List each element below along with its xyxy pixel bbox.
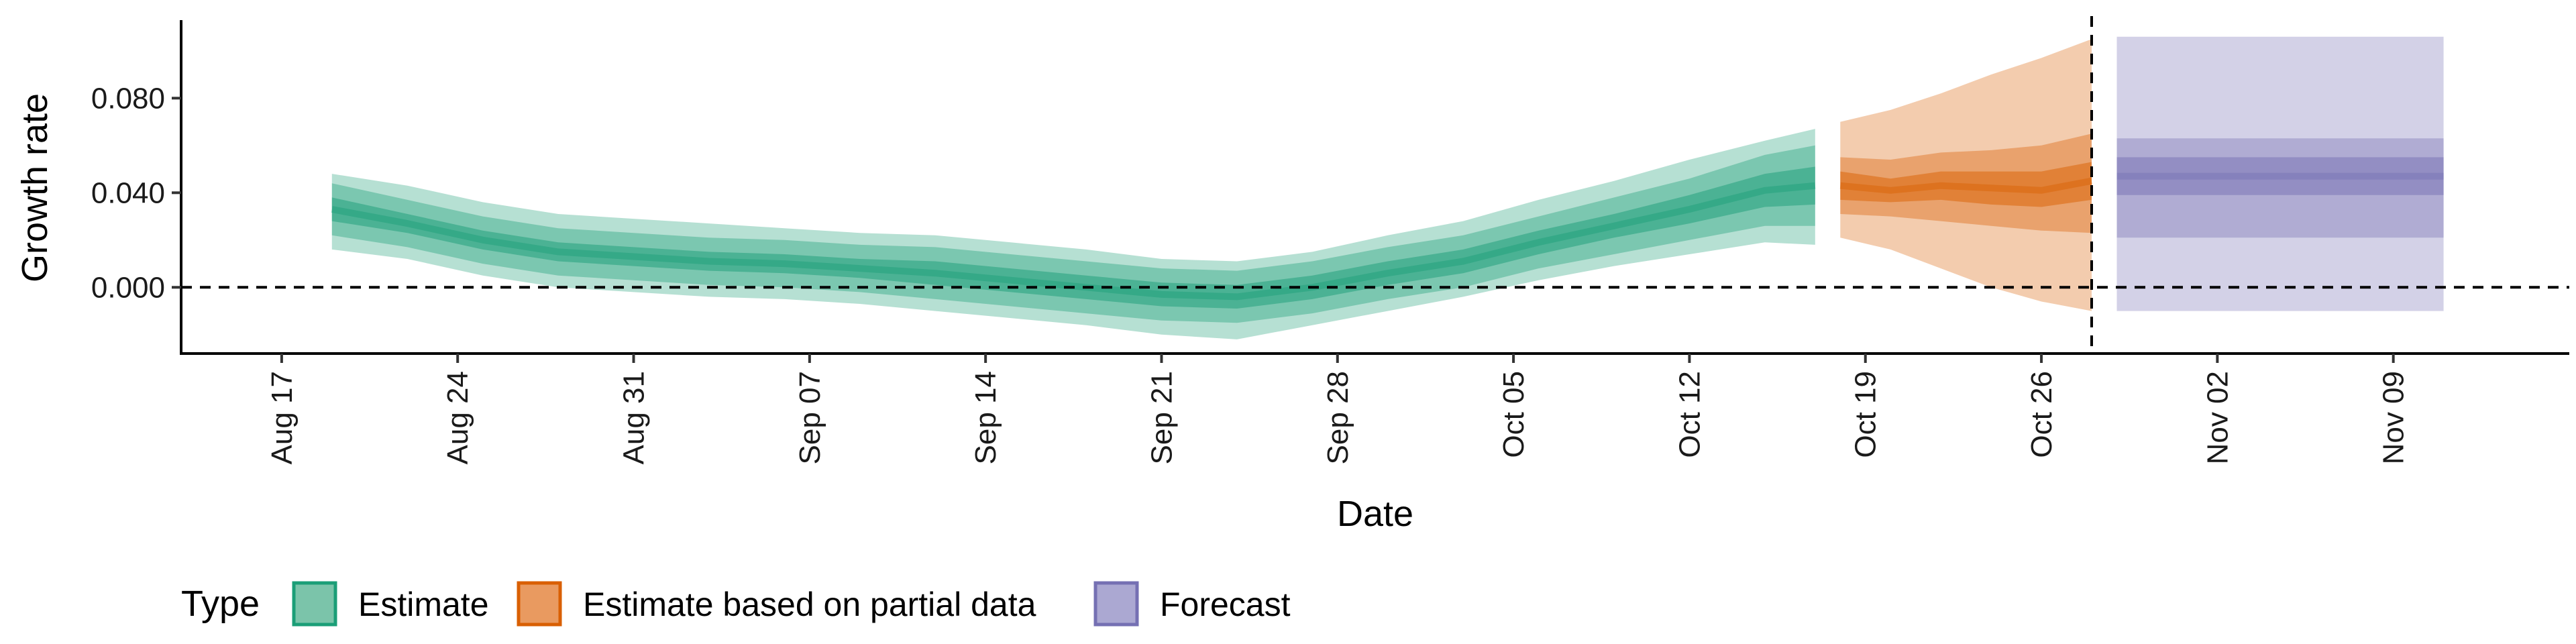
y-tick-label: 0.080 xyxy=(91,82,165,115)
y-tick-label: 0.000 xyxy=(91,271,165,304)
x-axis-title: Date xyxy=(1337,494,1413,534)
y-axis-title: Growth rate xyxy=(15,93,55,282)
x-tick-label: Oct 12 xyxy=(1673,371,1706,458)
legend-items: Estimate Estimate based on partial data Fo… xyxy=(292,581,1291,627)
x-tick-label: Sep 07 xyxy=(794,371,826,464)
y-tick-label: 0.040 xyxy=(91,176,165,209)
x-tick-label: Aug 17 xyxy=(266,371,299,464)
x-tick-label: Oct 26 xyxy=(2025,371,2058,458)
legend-key-1 xyxy=(292,581,337,627)
y-axis-ticks: 0.000 0.040 0.080 xyxy=(91,82,181,304)
x-tick-label: Aug 31 xyxy=(618,371,651,464)
legend-label-3: Forecast xyxy=(1160,586,1291,623)
x-tick-label: Sep 28 xyxy=(1322,371,1354,464)
x-tick-label: Sep 21 xyxy=(1146,371,1179,464)
series-2-band-inner xyxy=(1840,162,2092,207)
x-tick-label: Oct 05 xyxy=(1497,371,1530,458)
series-1-band-mid xyxy=(331,145,1815,323)
axes xyxy=(180,20,2569,355)
legend-label-2: Estimate based on partial data xyxy=(583,586,1036,623)
uncertainty-bands xyxy=(331,36,2444,339)
legend-label-1: Estimate xyxy=(358,586,489,623)
x-tick-label: Oct 19 xyxy=(1849,371,1882,458)
x-axis-ticks: Aug 17 Aug 24 Aug 31 Sep 07 Sep 14 Sep 21 Sep … xyxy=(266,354,2410,464)
x-tick-label: Nov 09 xyxy=(2377,371,2410,464)
x-tick-label: Sep 14 xyxy=(969,371,1002,464)
series-3-band-inner xyxy=(2116,157,2444,195)
series-2-median-line xyxy=(1839,177,2092,194)
legend-key-2 xyxy=(517,581,562,627)
legend: Type Estimate Estimate based on partial d… xyxy=(181,581,1291,627)
x-tick-label: Nov 02 xyxy=(2201,371,2234,464)
x-tick-label: Aug 24 xyxy=(441,371,474,464)
series-1-band-inner xyxy=(331,166,1815,309)
legend-key-3 xyxy=(1093,581,1139,627)
legend-title: Type xyxy=(181,584,260,624)
